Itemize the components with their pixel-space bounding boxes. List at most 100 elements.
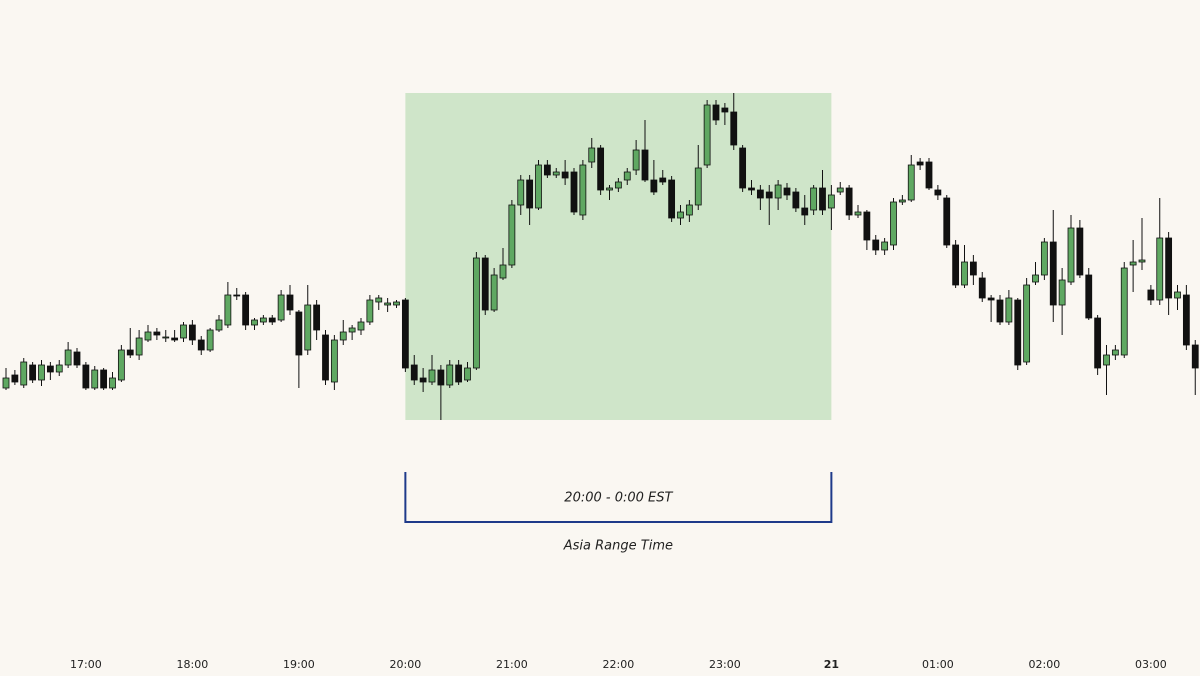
candle-body: [1014, 299, 1022, 366]
candle-body: [508, 204, 516, 266]
candle-body: [171, 337, 179, 341]
candle-body: [135, 337, 143, 356]
x-tick-label: 20:00: [390, 658, 422, 671]
candle-body: [1085, 274, 1093, 319]
candle-body: [144, 331, 152, 341]
candle-body: [366, 299, 374, 323]
candle-body: [233, 294, 241, 297]
candle-body: [313, 304, 321, 331]
candle-body: [428, 369, 436, 383]
candle-body: [961, 261, 968, 286]
candle-body: [1032, 274, 1039, 283]
candle-body: [1129, 261, 1137, 266]
candle-body: [890, 201, 897, 246]
x-tick-label: 23:00: [709, 658, 741, 671]
candle-body: [739, 147, 747, 189]
candle-body: [526, 179, 534, 209]
candle-body: [881, 241, 889, 251]
candle-body: [82, 364, 90, 389]
candle-body: [224, 294, 232, 326]
candle-body: [109, 377, 116, 389]
candle-body: [721, 107, 729, 113]
candle-body: [1191, 344, 1199, 369]
candle-body: [206, 329, 214, 351]
candle-body: [162, 336, 170, 339]
candle-body: [1174, 291, 1181, 299]
candle-body: [925, 161, 933, 189]
candle-body: [100, 369, 108, 389]
candle-body: [1182, 294, 1190, 346]
candle-body: [641, 149, 649, 181]
candle-body: [1111, 349, 1119, 356]
candle-body: [969, 261, 977, 276]
candle-body: [481, 257, 489, 311]
candle-body: [588, 147, 596, 163]
candle-body: [810, 187, 818, 211]
candle-body: [632, 149, 640, 171]
candle-body: [1103, 354, 1110, 366]
candle-body: [91, 369, 99, 389]
candle-body: [685, 204, 693, 216]
candle-body: [1094, 317, 1102, 369]
candle-body: [854, 211, 862, 216]
candle-body: [907, 164, 915, 201]
x-tick-label: 03:00: [1135, 658, 1167, 671]
candle-body: [55, 364, 63, 373]
candle-body: [543, 164, 551, 176]
candle-body: [517, 179, 525, 206]
candle-body: [38, 364, 45, 381]
candle-body: [561, 171, 569, 179]
candle-body: [1067, 227, 1075, 283]
candle-body: [703, 104, 711, 166]
candle-body: [1147, 289, 1155, 301]
candle-body: [570, 171, 578, 213]
candle-body: [242, 294, 250, 326]
candle-body: [916, 161, 924, 166]
candle-body: [295, 311, 303, 356]
candle-body: [606, 187, 613, 191]
candle-body: [792, 191, 800, 209]
candle-body: [357, 321, 365, 331]
candle-body: [801, 207, 809, 216]
candle-body: [978, 277, 986, 299]
candle-body: [756, 189, 764, 199]
candle-body: [259, 317, 267, 323]
candle-body: [1005, 297, 1013, 323]
candle-body: [872, 239, 880, 251]
candle-body: [952, 244, 960, 286]
candle-body: [46, 365, 54, 373]
candle-body: [987, 297, 995, 301]
candle-body: [117, 349, 125, 381]
candle-body: [827, 194, 835, 209]
candle-body: [401, 299, 409, 369]
x-tick-label: 18:00: [177, 658, 209, 671]
candle-body: [393, 301, 400, 306]
candle-body: [472, 257, 480, 369]
candle-body: [614, 181, 622, 189]
candle-body: [348, 327, 356, 333]
candle-body: [455, 364, 463, 383]
range-bracket: [404, 472, 833, 523]
candle-body: [322, 334, 329, 381]
candle-body: [20, 361, 28, 386]
candle-body: [464, 367, 471, 381]
candle-body: [1049, 241, 1057, 306]
candle-body: [765, 191, 773, 199]
x-tick-label: 17:00: [70, 658, 102, 671]
candle-body: [251, 319, 258, 326]
candle-body: [153, 331, 161, 336]
x-tick-label: 21: [824, 658, 839, 671]
candle-body: [73, 351, 81, 366]
candle-body: [579, 164, 587, 216]
candle-body: [668, 179, 676, 219]
candle-body: [996, 299, 1004, 323]
candle-body: [490, 274, 498, 311]
x-tick-label: 19:00: [283, 658, 315, 671]
range-label: 20:00 - 0:00 EST: [564, 491, 673, 506]
candle-body: [845, 187, 853, 216]
candle-body: [180, 324, 187, 339]
candle-body: [64, 349, 72, 366]
candle-body: [535, 164, 542, 209]
candle-body: [694, 167, 702, 206]
